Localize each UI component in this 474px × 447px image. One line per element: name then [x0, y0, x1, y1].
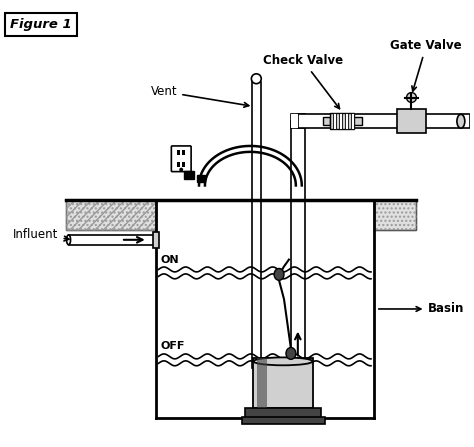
Circle shape — [251, 74, 261, 84]
Bar — [197, 175, 205, 181]
Bar — [354, 117, 362, 125]
Text: Vent: Vent — [151, 85, 249, 107]
FancyBboxPatch shape — [171, 146, 191, 172]
Bar — [252, 82, 261, 368]
Bar — [246, 408, 320, 417]
Bar — [242, 417, 325, 424]
Circle shape — [179, 168, 183, 172]
Bar — [298, 114, 470, 128]
Bar — [65, 200, 155, 230]
Bar — [182, 162, 185, 167]
Bar — [177, 150, 180, 155]
Bar — [330, 114, 354, 129]
Bar — [291, 114, 305, 128]
Bar — [257, 358, 267, 408]
Text: ON: ON — [161, 254, 179, 265]
Bar — [397, 110, 426, 133]
Text: Gate Valve: Gate Valve — [391, 39, 462, 91]
Bar — [339, 114, 342, 129]
Bar — [69, 235, 155, 245]
Bar — [351, 114, 354, 129]
Bar — [374, 200, 416, 230]
Bar — [65, 200, 155, 230]
Circle shape — [407, 93, 416, 102]
Bar — [374, 200, 416, 230]
Bar — [322, 117, 330, 125]
Bar — [291, 114, 298, 128]
Bar — [153, 232, 158, 248]
Bar — [254, 358, 313, 408]
Ellipse shape — [254, 358, 313, 365]
Ellipse shape — [286, 347, 296, 359]
Bar — [177, 162, 180, 167]
Bar — [65, 200, 155, 230]
Bar — [345, 114, 348, 129]
Text: Figure 1: Figure 1 — [10, 18, 72, 31]
Text: OFF: OFF — [161, 342, 185, 351]
Ellipse shape — [457, 114, 465, 128]
Ellipse shape — [67, 235, 71, 245]
Bar — [184, 171, 194, 178]
Bar — [182, 150, 185, 155]
Text: Check Valve: Check Valve — [263, 54, 343, 109]
Text: Basin: Basin — [379, 303, 465, 316]
Ellipse shape — [274, 269, 284, 280]
Bar — [291, 121, 305, 388]
Text: Influent: Influent — [13, 228, 69, 241]
Bar — [333, 114, 337, 129]
